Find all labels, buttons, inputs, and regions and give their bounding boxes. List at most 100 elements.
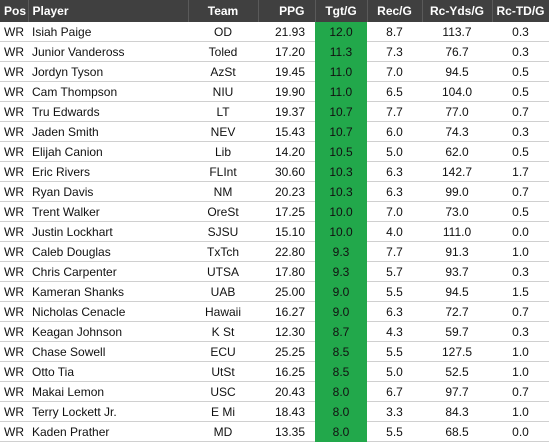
team-cell: OreSt (188, 201, 258, 222)
rec-yds-per-game-cell: 97.7 (422, 381, 492, 402)
tgt-per-game-cell: 11.0 (315, 81, 367, 102)
rec-td-per-game-cell: 0.3 (492, 121, 549, 142)
rec-per-game-cell: 5.0 (367, 141, 422, 162)
tgt-per-game-cell: 11.0 (315, 61, 367, 82)
pos-cell: WR (0, 141, 28, 162)
pos-cell: WR (0, 221, 28, 242)
rec-yds-per-game-cell: 72.7 (422, 301, 492, 322)
rec-per-game-cell: 6.3 (367, 161, 422, 182)
team-cell: SJSU (188, 221, 258, 242)
rec-td-per-game-cell: 1.0 (492, 361, 549, 382)
table-row: WR Jordyn Tyson AzSt 19.45 11.0 7.0 94.5 0.5 (0, 61, 549, 82)
column-header: Player (28, 0, 189, 22)
table-row: WR Caleb Douglas TxTch 22.80 9.3 7.7 91.3 1.0 (0, 241, 549, 262)
pos-cell: WR (0, 181, 28, 202)
team-cell: K St (188, 321, 258, 342)
rec-td-per-game-cell: 0.3 (492, 22, 549, 42)
rec-yds-per-game-cell: 94.5 (422, 61, 492, 82)
player-cell: Junior Vandeross (28, 41, 188, 62)
player-cell: Elijah Canion (28, 141, 188, 162)
player-cell: Justin Lockhart (28, 221, 188, 242)
rec-per-game-cell: 5.5 (367, 341, 422, 362)
table-row: WR Isiah Paige OD 21.93 12.0 8.7 113.7 0.3 (0, 22, 549, 42)
rec-per-game-cell: 7.0 (367, 201, 422, 222)
table-row: WR Ryan Davis NM 20.23 10.3 6.3 99.0 0.7 (0, 181, 549, 202)
player-cell: Caleb Douglas (28, 241, 188, 262)
rec-yds-per-game-cell: 76.7 (422, 41, 492, 62)
player-cell: Isiah Paige (28, 22, 188, 42)
rec-per-game-cell: 6.3 (367, 181, 422, 202)
table-row: WR Chase Sowell ECU 25.25 8.5 5.5 127.5 1.0 (0, 341, 549, 362)
table-header: Pos Player Team PPG Tgt/G Rec/G Rc-Yds/G Rc-TD/… (0, 0, 549, 22)
team-cell: E Mi (188, 401, 258, 422)
rec-td-per-game-cell: 1.0 (492, 341, 549, 362)
pos-cell: WR (0, 341, 28, 362)
table-row: WR Jaden Smith NEV 15.43 10.7 6.0 74.3 0.3 (0, 121, 549, 142)
player-cell: Eric Rivers (28, 161, 188, 182)
rec-td-per-game-cell: 1.5 (492, 281, 549, 302)
rec-yds-per-game-cell: 62.0 (422, 141, 492, 162)
player-cell: Chris Carpenter (28, 261, 188, 282)
rec-yds-per-game-cell: 113.7 (422, 22, 492, 42)
tgt-per-game-cell: 10.5 (315, 141, 367, 162)
table-row: WR Nicholas Cenacle Hawaii 16.27 9.0 6.3 72.7 0… (0, 301, 549, 322)
table-body: WR Isiah Paige OD 21.93 12.0 8.7 113.7 0.3 WR Jun… (0, 22, 549, 442)
player-cell: Nicholas Cenacle (28, 301, 188, 322)
rec-yds-per-game-cell: 68.5 (422, 421, 492, 442)
tgt-per-game-cell: 8.5 (315, 361, 367, 382)
rec-yds-per-game-cell: 142.7 (422, 161, 492, 182)
table-row: WR Eric Rivers FLInt 30.60 10.3 6.3 142.7 1.7 (0, 161, 549, 182)
ppg-cell: 20.23 (258, 181, 315, 202)
rec-td-per-game-cell: 0.0 (492, 421, 549, 442)
rec-yds-per-game-cell: 73.0 (422, 201, 492, 222)
pos-cell: WR (0, 201, 28, 222)
table-row: WR Junior Vandeross Toled 17.20 11.3 7.3 76.7 0… (0, 41, 549, 62)
pos-cell: WR (0, 22, 28, 42)
table-row: WR Keagan Johnson K St 12.30 8.7 4.3 59.7 0.3 (0, 321, 549, 342)
rec-td-per-game-cell: 0.3 (492, 261, 549, 282)
rec-yds-per-game-cell: 84.3 (422, 401, 492, 422)
team-cell: NEV (188, 121, 258, 142)
tgt-per-game-cell: 10.3 (315, 181, 367, 202)
pos-cell: WR (0, 241, 28, 262)
ppg-cell: 17.25 (258, 201, 315, 222)
pos-cell: WR (0, 41, 28, 62)
rec-yds-per-game-cell: 127.5 (422, 341, 492, 362)
rec-per-game-cell: 6.3 (367, 301, 422, 322)
tgt-per-game-cell: 9.0 (315, 301, 367, 322)
tgt-per-game-cell: 9.3 (315, 241, 367, 262)
rec-per-game-cell: 5.0 (367, 361, 422, 382)
ppg-cell: 30.60 (258, 161, 315, 182)
tgt-per-game-cell: 9.3 (315, 261, 367, 282)
column-header: Rc-TD/G (492, 0, 549, 22)
ppg-cell: 15.43 (258, 121, 315, 142)
team-cell: TxTch (188, 241, 258, 262)
player-cell: Jordyn Tyson (28, 61, 188, 82)
team-cell: OD (188, 22, 258, 42)
tgt-per-game-cell: 10.0 (315, 201, 367, 222)
rec-td-per-game-cell: 0.5 (492, 61, 549, 82)
tgt-per-game-cell: 11.3 (315, 41, 367, 62)
team-cell: NM (188, 181, 258, 202)
table-row: WR Elijah Canion Lib 14.20 10.5 5.0 62.0 0.5 (0, 141, 549, 162)
tgt-per-game-cell: 8.0 (315, 421, 367, 442)
ppg-cell: 19.90 (258, 81, 315, 102)
rec-per-game-cell: 4.0 (367, 221, 422, 242)
rec-td-per-game-cell: 1.0 (492, 241, 549, 262)
column-header: Rec/G (367, 0, 423, 22)
rec-per-game-cell: 6.7 (367, 381, 422, 402)
rec-per-game-cell: 7.7 (367, 241, 422, 262)
rec-per-game-cell: 7.0 (367, 61, 422, 82)
table-row: WR Makai Lemon USC 20.43 8.0 6.7 97.7 0.7 (0, 381, 549, 402)
rec-yds-per-game-cell: 52.5 (422, 361, 492, 382)
pos-cell: WR (0, 321, 28, 342)
table-row: WR Kameran Shanks UAB 25.00 9.0 5.5 94.5 1.5 (0, 281, 549, 302)
rec-per-game-cell: 5.5 (367, 421, 422, 442)
rec-yds-per-game-cell: 74.3 (422, 121, 492, 142)
rec-td-per-game-cell: 0.3 (492, 321, 549, 342)
pos-cell: WR (0, 401, 28, 422)
tgt-per-game-cell: 10.3 (315, 161, 367, 182)
rec-per-game-cell: 6.0 (367, 121, 422, 142)
ppg-cell: 13.35 (258, 421, 315, 442)
rec-td-per-game-cell: 1.0 (492, 401, 549, 422)
